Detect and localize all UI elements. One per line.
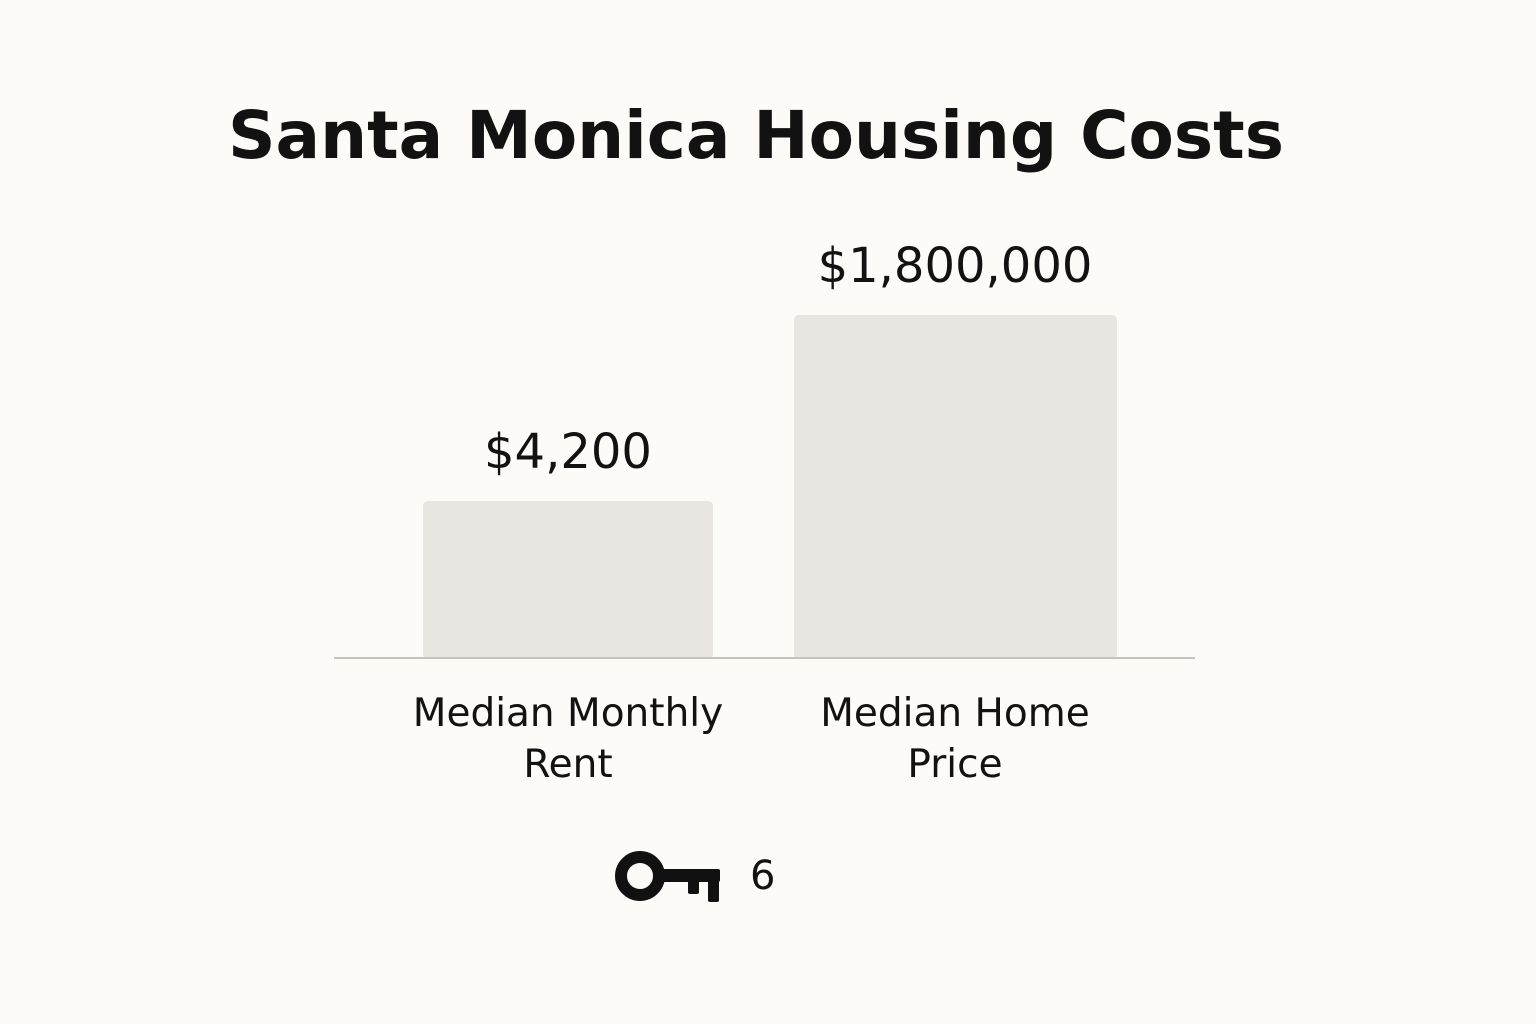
data-label-group: $4,200 $1,800,000 xyxy=(484,238,1092,480)
category-label-1-line-1: Price xyxy=(907,742,1002,787)
category-label-group: Median Monthly Rent Median Home Price xyxy=(413,691,1090,787)
bar-group xyxy=(423,315,1117,659)
key-icon xyxy=(615,851,720,902)
chart-title: Santa Monica Housing Costs xyxy=(228,97,1284,174)
category-label-0-line-0: Median Monthly xyxy=(413,691,723,736)
category-label-0-line-1: Rent xyxy=(523,742,612,787)
data-label-1: $1,800,000 xyxy=(818,238,1093,294)
category-label-1-line-0: Median Home xyxy=(820,691,1089,736)
bar-1 xyxy=(794,315,1117,659)
key-count: 6 xyxy=(750,853,776,899)
data-label-0: $4,200 xyxy=(484,424,652,480)
key-legend: 6 xyxy=(612,836,775,916)
bar-0 xyxy=(423,501,713,659)
